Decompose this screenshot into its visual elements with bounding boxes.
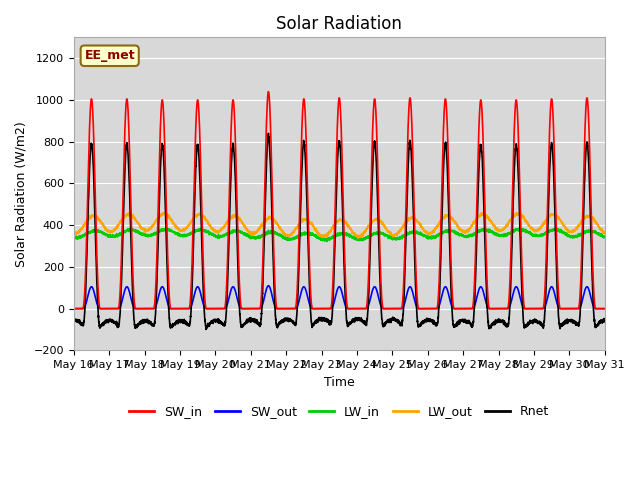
SW_in (70, 306, 77, 312)
LW_out (319, 234, 327, 240)
Rnet (601, 316, 609, 322)
LW_in (165, 227, 173, 233)
SW_out (319, 306, 327, 312)
LW_in (458, 233, 466, 239)
LW_in (488, 228, 496, 234)
Rnet (165, 313, 173, 319)
X-axis label: Time: Time (324, 376, 355, 389)
Rnet (429, 318, 436, 324)
LW_out (355, 235, 362, 241)
Legend: SW_in, SW_out, LW_in, LW_out, Rnet: SW_in, SW_out, LW_in, LW_out, Rnet (124, 400, 554, 423)
LW_in (70, 233, 77, 239)
SW_out (165, 304, 173, 310)
LW_in (601, 234, 609, 240)
SW_out (429, 306, 436, 312)
Line: SW_out: SW_out (74, 286, 605, 309)
Line: LW_out: LW_out (74, 212, 605, 238)
Line: Rnet: Rnet (74, 133, 605, 329)
Line: SW_in: SW_in (74, 92, 605, 309)
SW_in (488, 306, 496, 312)
SW_in (600, 306, 608, 312)
LW_in (600, 234, 608, 240)
Rnet (70, 316, 77, 322)
SW_out (601, 306, 609, 312)
LW_in (162, 225, 170, 231)
LW_out (458, 228, 466, 233)
Text: EE_met: EE_met (84, 49, 135, 62)
LW_out (488, 221, 496, 227)
SW_out (458, 306, 466, 312)
LW_in (429, 235, 436, 241)
SW_out (488, 306, 496, 312)
Rnet (264, 131, 272, 136)
SW_in (165, 291, 173, 297)
LW_out (600, 230, 608, 236)
SW_in (601, 306, 609, 312)
SW_out (70, 306, 77, 312)
LW_in (319, 237, 327, 242)
LW_out (160, 209, 168, 215)
LW_out (601, 231, 609, 237)
Line: LW_in: LW_in (74, 228, 605, 241)
LW_out (165, 214, 173, 219)
Rnet (202, 326, 210, 332)
LW_out (70, 230, 77, 236)
SW_in (458, 306, 466, 312)
LW_in (323, 239, 331, 244)
SW_in (319, 306, 327, 312)
Y-axis label: Solar Radiation (W/m2): Solar Radiation (W/m2) (15, 121, 28, 267)
SW_in (429, 306, 436, 312)
Rnet (319, 316, 327, 322)
SW_out (264, 283, 272, 288)
Rnet (488, 321, 496, 326)
LW_out (429, 230, 436, 236)
Rnet (600, 317, 608, 323)
SW_out (600, 306, 608, 312)
Rnet (458, 319, 466, 324)
SW_in (264, 89, 272, 95)
Title: Solar Radiation: Solar Radiation (276, 15, 402, 33)
